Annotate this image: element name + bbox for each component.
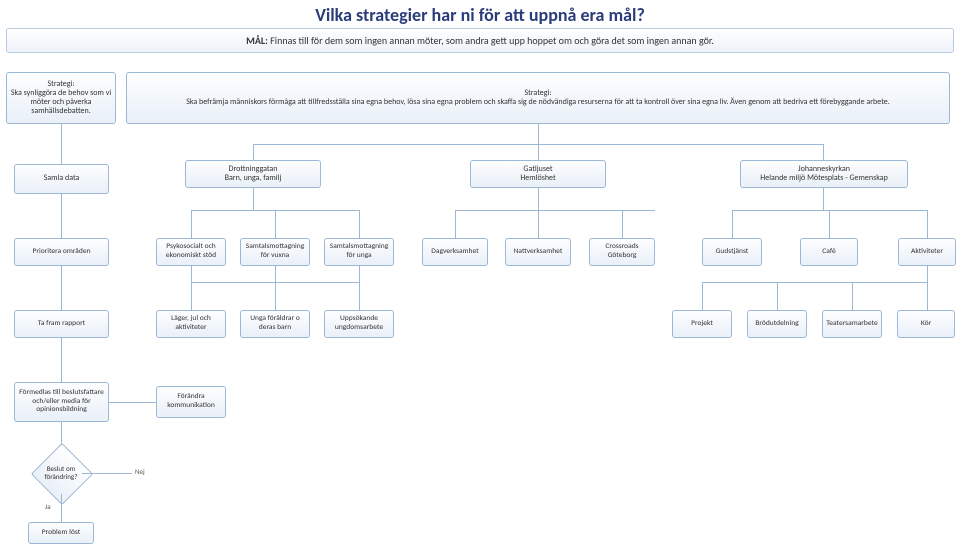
gatljuset: Gatljuset Hemlöshet xyxy=(470,160,606,188)
decision-diamond: Beslut om förändring? xyxy=(40,452,82,494)
psykosocialt: Psykosocialt och ekonomiskt stöd xyxy=(156,238,226,266)
nattverksamhet: Nattverksamhet xyxy=(505,238,571,266)
uppsokande: Uppsökande ungdomsarbete xyxy=(324,310,394,338)
connector xyxy=(622,210,623,238)
connector xyxy=(191,210,192,238)
dagverksamhet: Dagverksamhet xyxy=(422,238,488,266)
samtal-unga: Samtalsmottagning för unga xyxy=(324,238,394,266)
aktiviteter: Aktiviteter xyxy=(898,238,956,266)
connector xyxy=(823,188,824,210)
strategy-right: Strategi: Ska befrämja människors förmåg… xyxy=(126,72,950,124)
connector xyxy=(455,210,655,211)
connector xyxy=(927,266,928,282)
goal-bar: MÅL: Finnas till för dem som ingen annan… xyxy=(6,28,954,53)
johanneskyrkan: Johanneskyrkan Helande miljö Mötesplats … xyxy=(740,160,908,188)
connector xyxy=(109,402,156,403)
connector xyxy=(852,282,853,310)
connector xyxy=(538,210,539,238)
connector xyxy=(61,338,62,382)
connector xyxy=(191,266,192,282)
connector xyxy=(82,473,132,474)
connector xyxy=(61,124,62,164)
strategy-left: Strategi: Ska synliggöra de behov som vi… xyxy=(6,72,116,124)
kor: Kör xyxy=(897,310,955,338)
gudstjanst: Gudstjänst xyxy=(702,238,762,266)
connector xyxy=(359,282,360,310)
problem-lost: Problem löst xyxy=(28,522,94,544)
drottninggatan: Drottninggatan Barn, unga, familj xyxy=(185,160,321,188)
prioritera-omraden: Prioritera områden xyxy=(14,238,109,266)
connector xyxy=(538,124,539,144)
connector xyxy=(702,282,703,310)
brodutdelning: Brödutdelning xyxy=(747,310,807,338)
connector xyxy=(927,282,928,310)
connector xyxy=(61,266,62,310)
connector xyxy=(777,282,778,310)
crossroads: Crossroads Göteborg xyxy=(589,238,655,266)
connector xyxy=(538,188,539,210)
samtal-vuxna: Samtalsmottagning för vuxna xyxy=(240,238,310,266)
teatersamarbete: Teatersamarbete xyxy=(822,310,882,338)
connector xyxy=(732,210,733,238)
connector xyxy=(191,282,192,310)
connector xyxy=(61,194,62,238)
decision-label: Beslut om förändring? xyxy=(40,452,82,494)
formedlas: Förmedlas till beslutsfattare och/eller … xyxy=(14,382,109,422)
ta-fram-rapport: Ta fram rapport xyxy=(14,310,109,338)
decision-no-label: Nej xyxy=(135,467,145,476)
unga-foraldrar: Unga föräldrar o deras barn xyxy=(240,310,310,338)
connector xyxy=(455,210,456,238)
connector xyxy=(702,282,927,283)
decision-yes-label: Ja xyxy=(45,502,51,511)
connector xyxy=(359,210,360,238)
connector xyxy=(927,210,928,238)
goal-prefix: MÅL: xyxy=(246,34,268,47)
connector xyxy=(359,266,360,282)
goal-text: Finnas till för dem som ingen annan möte… xyxy=(268,34,714,47)
connector xyxy=(275,266,276,282)
connector xyxy=(61,494,62,522)
projekt: Projekt xyxy=(672,310,732,338)
connector xyxy=(275,210,276,238)
samla-data: Samla data xyxy=(14,164,109,194)
lager-jul: Läger, jul och aktiviteter xyxy=(156,310,226,338)
cafe: Café xyxy=(800,238,858,266)
connector xyxy=(275,282,276,310)
connector xyxy=(253,188,254,210)
forandra-komm: Förändra kommunikation xyxy=(156,386,226,418)
page-title: Vilka strategier har ni för att uppnå er… xyxy=(0,0,960,28)
connector xyxy=(829,210,830,238)
